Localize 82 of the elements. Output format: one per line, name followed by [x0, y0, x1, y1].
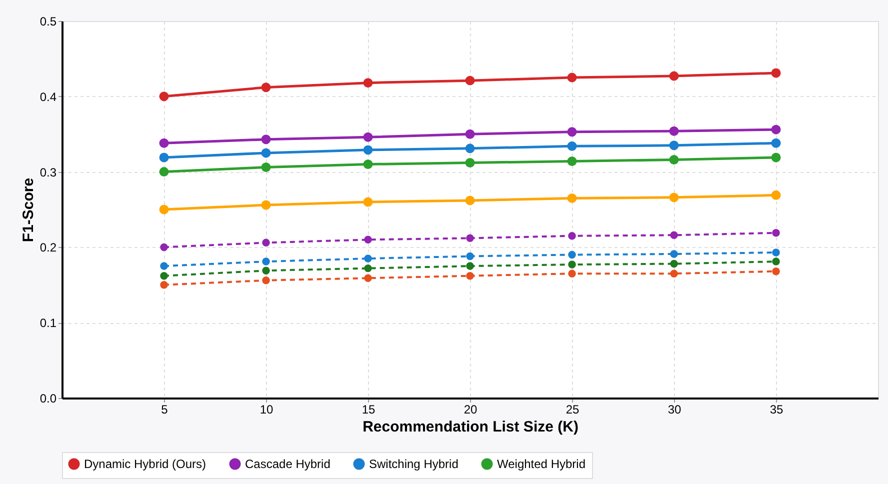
point [771, 68, 781, 78]
point [670, 250, 678, 258]
point [568, 260, 576, 268]
point [466, 272, 474, 280]
point [567, 72, 577, 82]
point [568, 270, 576, 278]
point [363, 197, 373, 207]
legend-label: Cascade Hybrid [245, 457, 330, 471]
point [160, 262, 168, 270]
point [465, 196, 475, 206]
x-tick-label: 10 [260, 402, 274, 416]
point [160, 281, 168, 289]
point [364, 236, 372, 244]
point [771, 190, 781, 200]
x-tick-label: 15 [362, 402, 376, 416]
point [363, 145, 373, 155]
point [159, 167, 169, 177]
point [261, 200, 271, 210]
point [261, 82, 271, 92]
point [772, 258, 780, 266]
point [364, 254, 372, 262]
point [771, 138, 781, 148]
point [159, 152, 169, 162]
point [363, 160, 373, 169]
point [568, 232, 576, 240]
point [567, 193, 577, 203]
point [567, 127, 577, 137]
point [262, 266, 270, 274]
point [567, 141, 577, 151]
y-tick-label: 0.5 [40, 14, 57, 28]
point [364, 264, 372, 272]
point [466, 234, 474, 242]
x-tick-label: 35 [770, 402, 784, 416]
point [465, 144, 475, 154]
x-tick-label: 20 [464, 402, 478, 416]
point [669, 140, 679, 150]
point [670, 260, 678, 268]
legend-label: Dynamic Hybrid (Ours) [84, 457, 206, 471]
point [772, 229, 780, 237]
point [160, 243, 168, 252]
y-tick-label: 0.4 [40, 90, 57, 104]
point [669, 71, 679, 81]
point [466, 262, 474, 270]
point [261, 162, 271, 172]
x-axis-title: Recommendation List Size (K) [362, 418, 578, 436]
point [669, 192, 679, 202]
point [567, 156, 577, 166]
legend-label: Switching Hybrid [369, 457, 458, 471]
x-tick-label: 25 [566, 402, 580, 416]
point [466, 252, 474, 260]
legend-label: Weighted Hybrid [497, 457, 586, 471]
point [262, 238, 270, 247]
point [771, 124, 781, 134]
point [568, 250, 576, 259]
point [772, 248, 780, 256]
point [669, 155, 679, 164]
point [364, 274, 372, 282]
y-tick-label: 0.2 [40, 240, 57, 255]
point [465, 76, 475, 86]
y-tick-label: 0.3 [40, 165, 57, 180]
point [363, 132, 373, 142]
point [669, 126, 679, 136]
point [159, 92, 169, 102]
point [363, 78, 373, 88]
point [159, 138, 169, 148]
point [772, 267, 780, 276]
y-tick-label: 0.0 [40, 392, 57, 406]
point [159, 204, 169, 214]
point [771, 152, 781, 162]
x-tick-label: 5 [161, 402, 168, 416]
point [670, 231, 678, 239]
point [261, 134, 271, 144]
point [465, 158, 475, 168]
point [261, 148, 271, 158]
y-axis-title: F1-Score [20, 178, 37, 242]
x-tick-label: 30 [668, 402, 682, 416]
y-tick-label: 0.1 [40, 316, 57, 330]
point [262, 276, 270, 284]
point [465, 129, 475, 139]
point [670, 270, 678, 278]
point [262, 258, 270, 266]
point [160, 272, 168, 280]
